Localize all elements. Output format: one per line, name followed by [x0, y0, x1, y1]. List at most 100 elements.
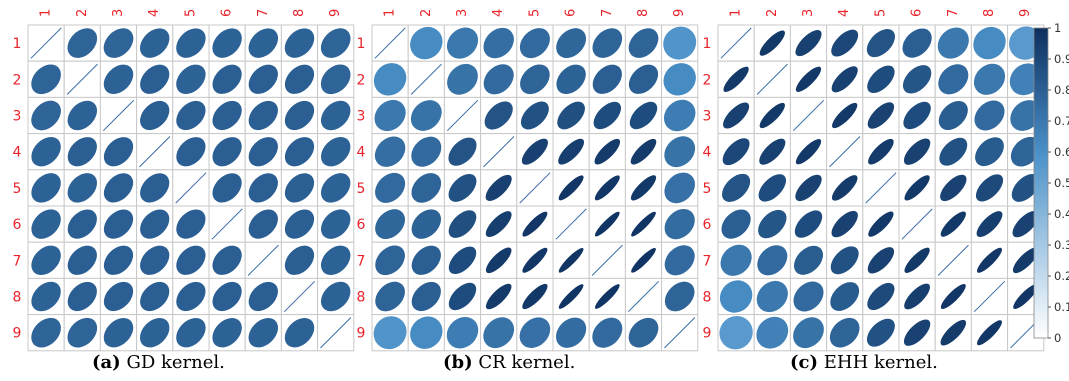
correlation-ellipse — [483, 27, 514, 59]
correlation-ellipse — [940, 174, 967, 202]
correlation-ellipse — [522, 283, 548, 310]
diagonal-mark — [446, 99, 479, 132]
correlation-ellipse — [592, 28, 623, 58]
correlation-ellipse — [830, 282, 860, 311]
correlation-ellipse — [140, 64, 170, 94]
correlation-ellipse — [410, 100, 442, 131]
colorbar-gradient — [1033, 27, 1049, 339]
row-label: 8 — [357, 290, 366, 306]
correlation-ellipse — [629, 101, 658, 130]
correlation-ellipse — [866, 29, 895, 58]
row-label: 3 — [357, 109, 366, 125]
correlation-ellipse — [558, 284, 584, 309]
correlation-ellipse — [631, 247, 656, 273]
column-label: 8 — [636, 9, 651, 17]
diagonal-mark — [247, 244, 279, 276]
column-label: 9 — [1018, 9, 1033, 17]
correlation-ellipse — [793, 317, 824, 349]
colorbar-tick-label: 0.1 — [1054, 300, 1069, 314]
correlation-ellipse — [485, 247, 512, 274]
row-label: 2 — [13, 72, 22, 88]
column-label: 1 — [383, 9, 398, 17]
row-label: 9 — [13, 326, 22, 342]
caption-b: (b) CR kernel. — [443, 352, 575, 373]
correlation-ellipse — [31, 209, 61, 239]
correlation-ellipse — [664, 281, 695, 312]
correlation-ellipse — [320, 245, 351, 276]
colorbar-tick-label: 0.9 — [1054, 52, 1069, 66]
correlation-ellipse — [176, 137, 206, 167]
column-label: 3 — [111, 9, 126, 17]
correlation-ellipse — [831, 175, 858, 201]
row-label: 5 — [703, 181, 712, 197]
correlation-ellipse — [663, 26, 697, 60]
correlation-ellipse — [483, 64, 514, 95]
correlation-ellipse — [67, 28, 98, 58]
row-label: 2 — [357, 72, 366, 88]
correlation-ellipse — [521, 138, 548, 165]
correlation-ellipse — [592, 317, 623, 348]
diagonal-mark — [66, 63, 98, 95]
column-label: 4 — [147, 9, 162, 17]
correlation-ellipse — [284, 137, 315, 167]
correlation-ellipse — [67, 245, 97, 275]
correlation-ellipse — [1010, 136, 1041, 167]
correlation-ellipse — [594, 211, 620, 237]
correlation-ellipse — [558, 138, 585, 165]
panels-group: 1 2 3 4 5 6 7 8 9 1 2 3 4 5 6 7 8 9 1 2 3 4 5 6 7 8 9 1 2 3 4 5 6 7 8 9 1 2 3 4… — [13, 9, 1045, 352]
correlation-ellipse — [630, 138, 657, 165]
column-label: 6 — [910, 9, 925, 17]
correlation-ellipse — [176, 100, 206, 131]
diagonal-mark — [792, 99, 825, 132]
row-label: 3 — [703, 109, 712, 125]
correlation-ellipse — [977, 247, 1002, 273]
correlation-ellipse — [284, 28, 315, 58]
correlation-ellipse — [140, 209, 170, 239]
caption-c: (c) EHH kernel. — [790, 352, 938, 373]
diagonal-mark — [901, 208, 933, 240]
correlation-ellipse — [485, 211, 512, 238]
column-label: 3 — [455, 9, 470, 17]
correlation-ellipse — [67, 100, 98, 131]
correlation-ellipse — [140, 173, 170, 203]
correlation-ellipse — [903, 138, 931, 165]
correlation-ellipse — [248, 317, 279, 348]
correlation-ellipse — [520, 101, 549, 130]
correlation-ellipse — [973, 63, 1006, 95]
correlation-ellipse — [630, 175, 657, 201]
correlation-ellipse — [557, 101, 585, 130]
caption-a-label: (a) — [92, 352, 121, 373]
correlation-ellipse — [756, 280, 788, 313]
colorbar-tick-label: 1 — [1054, 21, 1061, 35]
colorbar-tick-label: 0.6 — [1054, 145, 1069, 159]
correlation-ellipse — [103, 245, 134, 275]
correlation-ellipse — [867, 65, 895, 94]
correlation-ellipse — [284, 100, 315, 131]
correlation-ellipse — [832, 102, 858, 129]
correlation-ellipse — [795, 30, 822, 57]
colorbar-tick-label: 0.8 — [1054, 83, 1069, 97]
correlation-ellipse — [31, 281, 61, 312]
correlation-ellipse — [212, 137, 242, 167]
correlation-ellipse — [794, 210, 823, 238]
row-label: 8 — [703, 290, 712, 306]
correlation-ellipse — [31, 136, 61, 167]
correlation-ellipse — [411, 136, 442, 167]
correlation-ellipse — [719, 280, 753, 313]
correlation-ellipse — [248, 64, 278, 94]
correlation-ellipse — [448, 137, 477, 166]
correlation-ellipse — [103, 137, 134, 167]
correlation-ellipse — [631, 211, 656, 237]
colorbar-tick-label: 0.5 — [1054, 176, 1069, 190]
correlation-ellipse — [940, 284, 966, 309]
correlation-ellipse — [31, 317, 61, 348]
correlation-ellipse — [373, 316, 407, 350]
column-label: 1 — [729, 9, 744, 17]
diagonal-mark — [591, 244, 623, 276]
colorbar: 0 0.1 0.2 0.3 0.4 0.5 0.6 0.7 0.8 0.9 1 — [1033, 21, 1069, 345]
colorbar-tick-label: 0.2 — [1054, 269, 1069, 283]
correlation-ellipse — [867, 282, 895, 311]
column-label: 9 — [328, 9, 343, 17]
correlation-ellipse — [140, 281, 170, 312]
diagonal-mark — [756, 63, 788, 95]
